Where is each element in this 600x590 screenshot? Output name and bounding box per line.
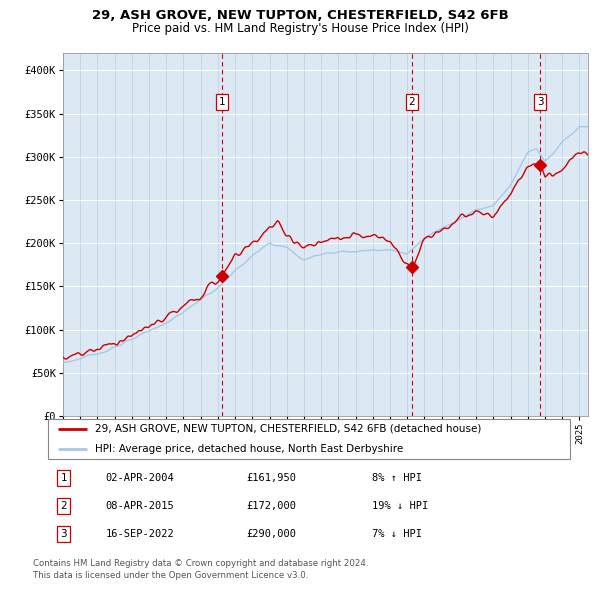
Text: 2: 2 — [409, 97, 415, 107]
Text: 7% ↓ HPI: 7% ↓ HPI — [371, 529, 422, 539]
Text: 02-APR-2004: 02-APR-2004 — [106, 473, 174, 483]
Text: 1: 1 — [61, 473, 67, 483]
Text: £161,950: £161,950 — [247, 473, 296, 483]
Text: 1: 1 — [219, 97, 226, 107]
Text: 29, ASH GROVE, NEW TUPTON, CHESTERFIELD, S42 6FB (detached house): 29, ASH GROVE, NEW TUPTON, CHESTERFIELD,… — [95, 424, 481, 434]
Text: 2: 2 — [61, 502, 67, 511]
Text: 16-SEP-2022: 16-SEP-2022 — [106, 529, 174, 539]
FancyBboxPatch shape — [48, 419, 570, 459]
Text: Price paid vs. HM Land Registry's House Price Index (HPI): Price paid vs. HM Land Registry's House … — [131, 22, 469, 35]
Text: 3: 3 — [536, 97, 543, 107]
Text: £290,000: £290,000 — [247, 529, 296, 539]
Text: 19% ↓ HPI: 19% ↓ HPI — [371, 502, 428, 511]
Text: 8% ↑ HPI: 8% ↑ HPI — [371, 473, 422, 483]
Text: 08-APR-2015: 08-APR-2015 — [106, 502, 174, 511]
Text: This data is licensed under the Open Government Licence v3.0.: This data is licensed under the Open Gov… — [33, 571, 308, 579]
Text: Contains HM Land Registry data © Crown copyright and database right 2024.: Contains HM Land Registry data © Crown c… — [33, 559, 368, 568]
Text: 3: 3 — [61, 529, 67, 539]
Text: £172,000: £172,000 — [247, 502, 296, 511]
Text: 29, ASH GROVE, NEW TUPTON, CHESTERFIELD, S42 6FB: 29, ASH GROVE, NEW TUPTON, CHESTERFIELD,… — [92, 9, 508, 22]
Text: HPI: Average price, detached house, North East Derbyshire: HPI: Average price, detached house, Nort… — [95, 444, 403, 454]
